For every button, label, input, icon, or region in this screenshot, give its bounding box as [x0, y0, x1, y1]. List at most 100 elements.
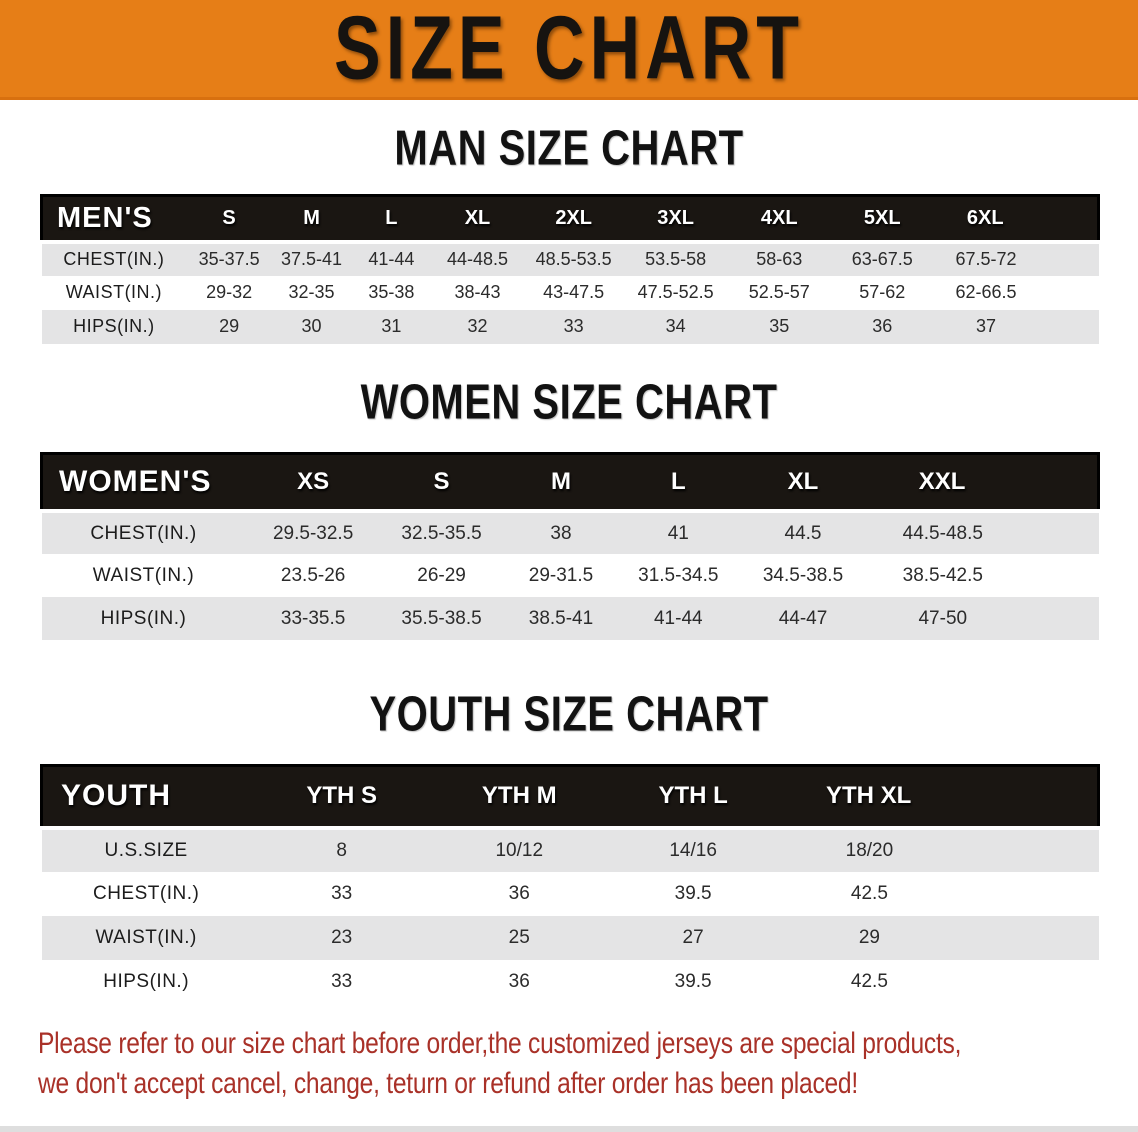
size-cell: 42.5	[780, 959, 1099, 1004]
size-cell: 39.5	[605, 959, 781, 1004]
disclaimer: Please refer to our size chart before or…	[38, 1024, 1138, 1104]
size-cell: 29	[780, 915, 1099, 960]
size-cell: 36	[432, 959, 606, 1004]
size-cell: 10/12	[432, 825, 606, 872]
column-header: M	[502, 451, 620, 513]
size-cell: 39.5	[605, 871, 781, 916]
men-s-size-table: MEN'S S M L XL 2XL 3XL 4XL 5XL 6XL CHEST(IN.) 35-37…	[40, 194, 1100, 344]
table-row: HIPS(IN.) 33-35.5 35.5-38.5 38.5-41 41-44 44-…	[41, 597, 1099, 640]
size-cell: 44-48.5	[431, 239, 524, 276]
size-cell: 42.5	[780, 871, 1099, 916]
size-cell: 34.5-38.5	[736, 554, 870, 597]
size-cell: 37	[933, 309, 1099, 344]
table-row: CHEST(IN.) 35-37.5 37.5-41 41-44 44-48.5 48.5…	[41, 239, 1099, 276]
size-cell: 38.5-42.5	[869, 554, 1099, 597]
column-header: S	[380, 451, 503, 513]
size-cell: 53.5-58	[623, 239, 728, 276]
size-cell: 48.5-53.5	[523, 239, 624, 276]
size-cell: 38-43	[431, 275, 524, 310]
size-cell: 30	[271, 309, 352, 344]
column-header: 6XL	[933, 194, 1100, 243]
size-cell: 67.5-72	[933, 239, 1099, 276]
column-header: XL	[736, 451, 870, 513]
size-cell: 47.5-52.5	[623, 275, 728, 310]
row-label: HIPS(IN.)	[41, 959, 251, 1004]
size-cell: 44.5-48.5	[869, 509, 1099, 554]
man-size-chart-section: MAN SIZE CHART MEN'S S M L XL 2XL 3XL 4XL 5XL 6XL C…	[0, 122, 1138, 344]
row-label: HIPS(IN.)	[41, 309, 187, 344]
size-cell: 62-66.5	[933, 275, 1099, 310]
disclaimer-line-2: we don't accept cancel, change, teturn o…	[38, 1066, 858, 1100]
size-cell: 63-67.5	[831, 239, 934, 276]
row-label: WAIST(IN.)	[41, 915, 251, 960]
row-label: HIPS(IN.)	[41, 597, 246, 640]
column-header: XS	[245, 451, 381, 513]
column-header: YTH M	[432, 764, 606, 829]
size-cell: 35.5-38.5	[380, 597, 503, 640]
size-cell: 36	[831, 309, 934, 344]
size-cell: 29-32	[186, 275, 272, 310]
youth-size-chart-section: YOUTH SIZE CHART YOUTH YTH S YTH M YTH L YTH …	[0, 688, 1138, 1004]
banner: SIZE CHART	[0, 0, 1138, 100]
size-cell: 43-47.5	[523, 275, 624, 310]
column-header: YTH S	[250, 764, 433, 829]
column-header: L	[351, 194, 432, 243]
size-cell: 32.5-35.5	[380, 509, 503, 554]
row-label: CHEST(IN.)	[41, 239, 187, 276]
column-header: XXL	[869, 451, 1101, 513]
page-title: SIZE CHART	[334, 0, 804, 98]
table-header-label: MEN'S	[40, 194, 187, 243]
size-cell: 23	[250, 915, 433, 960]
size-cell: 29-31.5	[502, 554, 620, 597]
size-cell: 58-63	[727, 239, 832, 276]
row-label: U.S.SIZE	[41, 825, 251, 872]
size-cell: 32-35	[271, 275, 352, 310]
column-header: YTH XL	[780, 764, 1101, 829]
size-cell: 52.5-57	[727, 275, 832, 310]
size-cell: 37.5-41	[271, 239, 352, 276]
column-header: L	[619, 451, 737, 513]
size-cell: 41-44	[351, 239, 432, 276]
section-title: WOMEN SIZE CHART	[360, 375, 778, 429]
size-cell: 29	[186, 309, 272, 344]
column-header: XL	[431, 194, 524, 243]
size-cell: 33	[250, 871, 433, 916]
size-cell: 8	[250, 825, 433, 872]
column-header: M	[271, 194, 352, 243]
column-header: 3XL	[623, 194, 728, 243]
size-cell: 23.5-26	[245, 554, 381, 597]
size-cell: 14/16	[605, 825, 781, 872]
size-cell: 26-29	[380, 554, 503, 597]
table-header-row: YOUTH YTH S YTH M YTH L YTH XL	[39, 764, 1101, 829]
size-cell: 33	[523, 309, 624, 344]
column-header: 5XL	[831, 194, 934, 243]
size-cell: 31.5-34.5	[619, 554, 737, 597]
row-label: WAIST(IN.)	[41, 275, 187, 310]
table-row: CHEST(IN.) 33 36 39.5 42.5	[41, 871, 1099, 916]
size-cell: 27	[605, 915, 781, 960]
women-size-chart-section: WOMEN SIZE CHART WOMEN'S XS S M L XL XXL CHEST(I…	[0, 375, 1138, 640]
size-cell: 33-35.5	[245, 597, 381, 640]
disclaimer-line-1: Please refer to our size chart before or…	[38, 1026, 962, 1060]
table-row: CHEST(IN.) 29.5-32.5 32.5-35.5 38 41 44.5 44.5…	[41, 509, 1099, 554]
row-label: CHEST(IN.)	[41, 509, 246, 554]
row-label: CHEST(IN.)	[41, 871, 251, 916]
size-cell: 41-44	[619, 597, 737, 640]
table-header-row: WOMEN'S XS S M L XL XXL	[40, 451, 1101, 513]
row-label: WAIST(IN.)	[41, 554, 246, 597]
size-chart-sections: MAN SIZE CHART MEN'S S M L XL 2XL 3XL 4XL 5XL 6XL C…	[0, 122, 1138, 1004]
table-row: WAIST(IN.) 23.5-26 26-29 29-31.5 31.5-34.5 34…	[41, 554, 1099, 597]
page-bottom-edge	[0, 1126, 1138, 1132]
women-s-size-table: WOMEN'S XS S M L XL XXL CHEST(IN.) 29.5-32.5 32.5…	[40, 451, 1101, 640]
size-cell: 31	[351, 309, 432, 344]
size-cell: 32	[431, 309, 524, 344]
table-header-label: YOUTH	[39, 764, 251, 829]
size-cell: 41	[619, 509, 737, 554]
column-header: S	[186, 194, 272, 243]
size-cell: 34	[623, 309, 728, 344]
size-cell: 44.5	[736, 509, 870, 554]
size-cell: 38	[502, 509, 620, 554]
size-cell: 47-50	[869, 597, 1099, 640]
column-header: 4XL	[727, 194, 832, 243]
